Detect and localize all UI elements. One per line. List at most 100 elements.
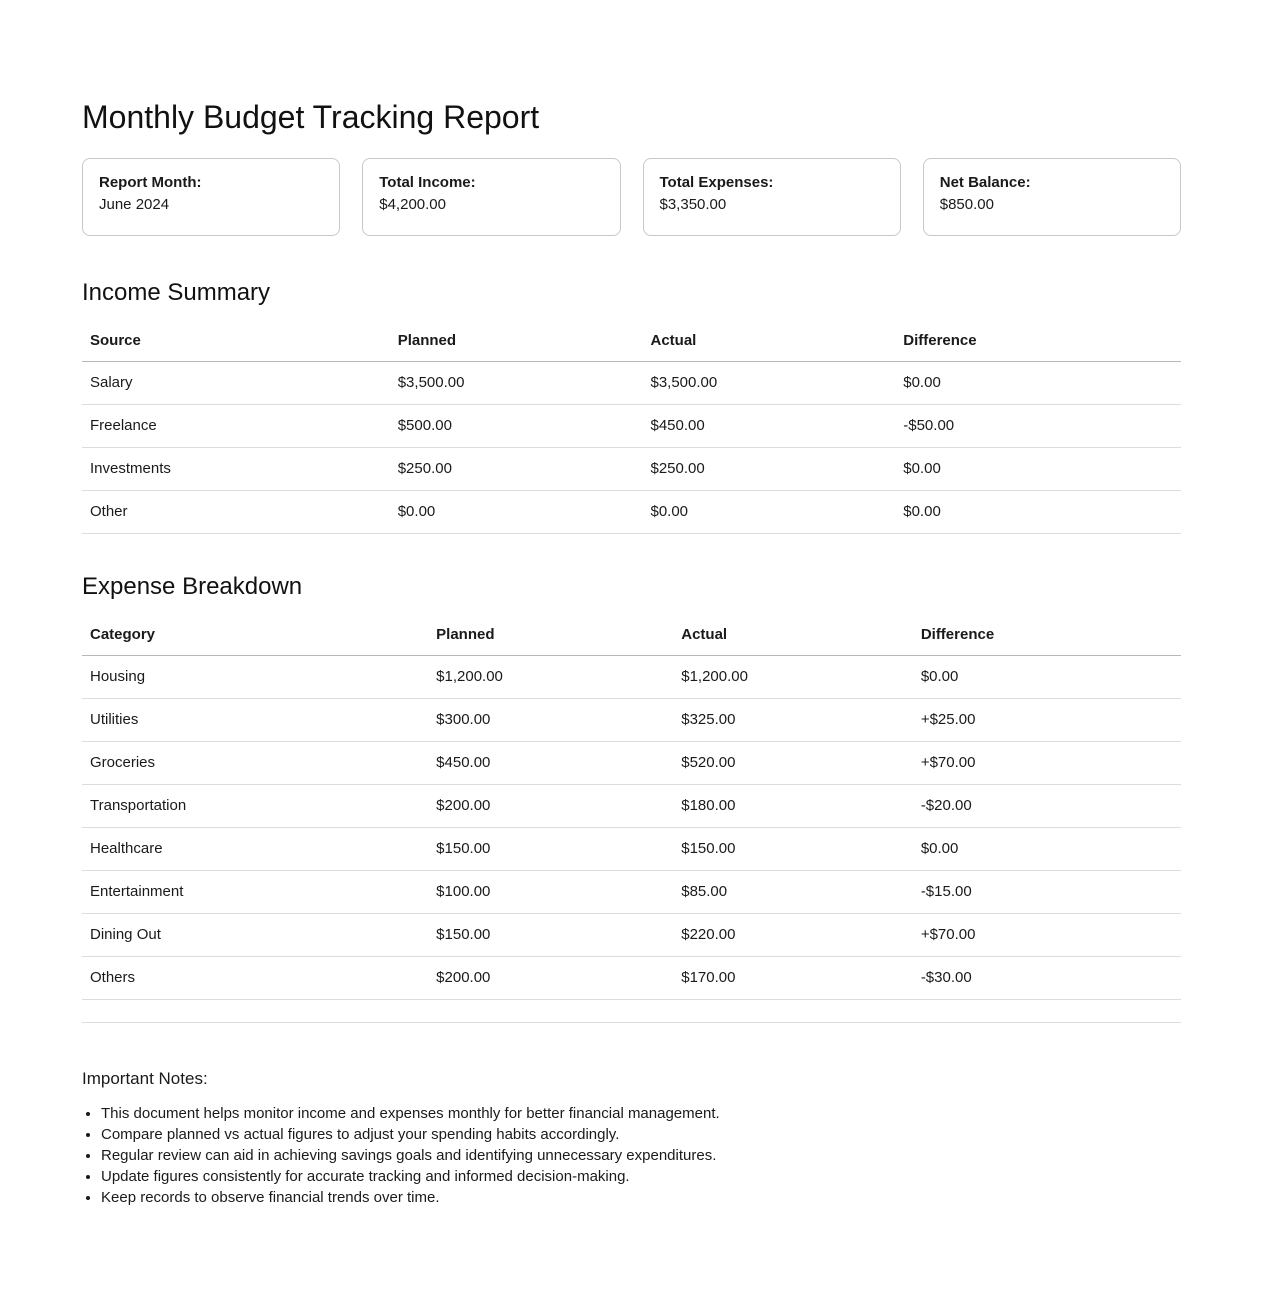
table-cell: Housing — [82, 655, 429, 700]
table-row: Salary $3,500.00 $3,500.00 $0.00 — [82, 361, 1181, 406]
note-item: Compare planned vs actual figures to adj… — [101, 1124, 1181, 1145]
table-row: Entertainment $100.00 $85.00 -$15.00 — [82, 870, 1181, 915]
income-summary-table: Source Planned Actual Difference Salary … — [82, 322, 1181, 535]
table-cell: -$20.00 — [912, 784, 1181, 829]
table-cell: $250.00 — [642, 447, 896, 492]
table-cell: +$25.00 — [912, 698, 1181, 743]
table-header-row: Category Planned Actual Difference — [82, 616, 1181, 657]
notes-list: This document helps monitor income and e… — [82, 1103, 1181, 1208]
table-header-row: Source Planned Actual Difference — [82, 322, 1181, 363]
table-cell: $85.00 — [673, 870, 913, 915]
report-page: Monthly Budget Tracking Report Report Mo… — [82, 0, 1181, 1268]
table-cell — [673, 999, 913, 1024]
table-row: Dining Out $150.00 $220.00 +$70.00 — [82, 913, 1181, 958]
table-cell: $300.00 — [428, 698, 674, 743]
table-row: Housing $1,200.00 $1,200.00 $0.00 — [82, 655, 1181, 700]
expense-breakdown-table: Category Planned Actual Difference Housi… — [82, 616, 1181, 1024]
table-cell: Utilities — [82, 698, 429, 743]
table-cell: $1,200.00 — [673, 655, 913, 700]
table-cell: $0.00 — [389, 490, 643, 535]
column-header-planned: Planned — [428, 616, 674, 657]
notes-section: Important Notes: This document helps mon… — [82, 1069, 1181, 1208]
card-label: Total Expenses: — [659, 174, 774, 192]
column-header-planned: Planned — [389, 322, 643, 363]
table-cell: -$15.00 — [912, 870, 1181, 915]
table-row: Transportation $200.00 $180.00 -$20.00 — [82, 784, 1181, 829]
table-cell: Salary — [82, 361, 390, 406]
note-item: Update figures consistently for accurate… — [101, 1166, 1181, 1187]
summary-card-report-month: Report Month: June 2024 — [82, 158, 341, 237]
summary-card-total-expenses: Total Expenses: $3,350.00 — [642, 158, 901, 237]
table-cell: Other — [82, 490, 390, 535]
table-cell: Freelance — [82, 404, 390, 449]
table-cell: $200.00 — [428, 956, 674, 1001]
table-cell: $3,500.00 — [389, 361, 643, 406]
table-row: Other $0.00 $0.00 $0.00 — [82, 490, 1181, 535]
summary-card-total-income: Total Income: $4,200.00 — [362, 158, 621, 237]
table-cell: Transportation — [82, 784, 429, 829]
table-cell: +$70.00 — [912, 741, 1181, 786]
table-cell: $150.00 — [673, 827, 913, 872]
note-item: Regular review can aid in achieving savi… — [101, 1145, 1181, 1166]
column-header-actual: Actual — [642, 322, 896, 363]
column-header-difference: Difference — [912, 616, 1181, 657]
note-item: Keep records to observe financial trends… — [101, 1187, 1181, 1208]
table-row: Investments $250.00 $250.00 $0.00 — [82, 447, 1181, 492]
table-row: Groceries $450.00 $520.00 +$70.00 — [82, 741, 1181, 786]
summary-cards: Report Month: June 2024 Total Income: $4… — [82, 158, 1181, 237]
table-cell: $3,500.00 — [642, 361, 896, 406]
table-cell: $0.00 — [912, 827, 1181, 872]
table-cell: $520.00 — [673, 741, 913, 786]
table-cell: $220.00 — [673, 913, 913, 958]
table-cell: $0.00 — [895, 490, 1181, 535]
table-cell — [912, 999, 1181, 1024]
table-cell: +$70.00 — [912, 913, 1181, 958]
table-cell: $100.00 — [428, 870, 674, 915]
expense-breakdown-heading: Expense Breakdown — [82, 573, 303, 601]
table-cell: $150.00 — [428, 913, 674, 958]
table-row-empty — [82, 999, 1181, 1024]
table-cell: $0.00 — [895, 447, 1181, 492]
card-value: $4,200.00 — [379, 196, 446, 214]
table-cell: $200.00 — [428, 784, 674, 829]
notes-heading: Important Notes: — [82, 1069, 208, 1089]
table-cell: $450.00 — [642, 404, 896, 449]
table-cell: Others — [82, 956, 429, 1001]
table-cell — [82, 999, 429, 1024]
table-cell: Dining Out — [82, 913, 429, 958]
table-cell: -$30.00 — [912, 956, 1181, 1001]
table-cell: $325.00 — [673, 698, 913, 743]
table-cell: $170.00 — [673, 956, 913, 1001]
table-row: Healthcare $150.00 $150.00 $0.00 — [82, 827, 1181, 872]
summary-card-net-balance: Net Balance: $850.00 — [922, 158, 1181, 237]
table-cell: $1,200.00 — [428, 655, 674, 700]
income-summary-heading: Income Summary — [82, 279, 271, 307]
column-header-category: Category — [82, 616, 429, 657]
table-cell: $500.00 — [389, 404, 643, 449]
table-cell: $0.00 — [912, 655, 1181, 700]
card-value: $850.00 — [939, 196, 994, 214]
table-cell: $180.00 — [673, 784, 913, 829]
page-title: Monthly Budget Tracking Report — [82, 99, 540, 135]
note-item: This document helps monitor income and e… — [101, 1103, 1181, 1124]
column-header-difference: Difference — [895, 322, 1181, 363]
column-header-source: Source — [82, 322, 390, 363]
table-cell: $150.00 — [428, 827, 674, 872]
table-cell: $250.00 — [389, 447, 643, 492]
card-value: June 2024 — [99, 196, 170, 214]
table-cell: $450.00 — [428, 741, 674, 786]
card-label: Total Income: — [379, 174, 476, 192]
table-cell: Healthcare — [82, 827, 429, 872]
table-cell: $0.00 — [642, 490, 896, 535]
table-cell: -$50.00 — [895, 404, 1181, 449]
column-header-actual: Actual — [673, 616, 913, 657]
card-value: $3,350.00 — [659, 196, 727, 214]
card-label: Report Month: — [99, 174, 202, 192]
table-row: Utilities $300.00 $325.00 +$25.00 — [82, 698, 1181, 743]
card-label: Net Balance: — [939, 174, 1031, 192]
table-cell: $0.00 — [895, 361, 1181, 406]
table-cell: Entertainment — [82, 870, 429, 915]
table-row: Freelance $500.00 $450.00 -$50.00 — [82, 404, 1181, 449]
table-cell — [428, 999, 674, 1024]
table-cell: Groceries — [82, 741, 429, 786]
